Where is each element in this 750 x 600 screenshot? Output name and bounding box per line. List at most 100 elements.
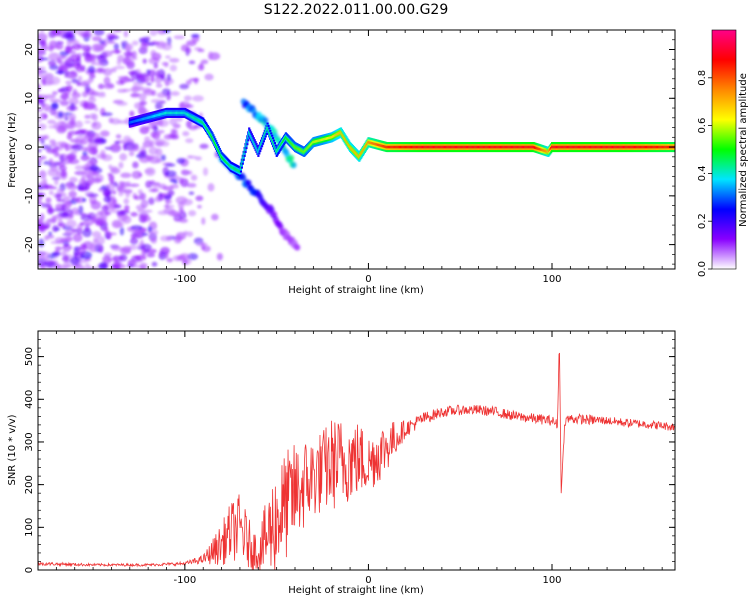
snr-y-tick-label: 200 <box>24 475 35 494</box>
noise-blob <box>128 151 135 157</box>
noise-blob <box>74 139 84 145</box>
noise-blob <box>190 174 198 181</box>
noise-blob <box>144 168 154 174</box>
snr-plot-area <box>38 331 675 570</box>
noise-blob <box>148 155 161 164</box>
noise-blob <box>38 156 43 164</box>
noise-blob <box>82 228 92 238</box>
noise-blob <box>104 211 112 216</box>
noise-blob <box>114 140 121 145</box>
noise-blob <box>109 175 115 185</box>
noise-blob <box>148 146 159 155</box>
noise-blob <box>66 219 77 229</box>
spectrogram-y-tick-label: 0 <box>24 144 35 150</box>
noise-blob <box>186 155 193 159</box>
noise-blob <box>207 51 214 61</box>
snr-y-tick-label: 300 <box>24 432 35 451</box>
noise-blob <box>170 135 179 140</box>
noise-blob <box>77 246 86 256</box>
noise-blob <box>178 207 184 213</box>
noise-blob <box>173 35 185 40</box>
noise-blob <box>150 188 159 193</box>
noise-blob <box>82 79 92 86</box>
noise-blob <box>39 251 51 258</box>
noise-blob <box>169 184 179 189</box>
noise-blob <box>117 88 127 93</box>
noise-blob <box>164 250 169 259</box>
noise-blob <box>104 226 109 234</box>
noise-blob <box>160 154 166 162</box>
noise-blob <box>188 60 196 65</box>
noise-blob <box>38 201 44 205</box>
noise-blob <box>123 198 130 205</box>
noise-blob <box>123 30 129 38</box>
noise-blob <box>91 36 102 42</box>
noise-blob <box>89 73 96 79</box>
noise-blob <box>118 161 124 169</box>
noise-blob <box>117 120 127 124</box>
noise-blob <box>82 150 88 157</box>
noise-blob <box>132 161 139 169</box>
noise-blob <box>141 247 147 257</box>
noise-blob <box>147 226 153 232</box>
noise-blob <box>113 221 124 228</box>
noise-blob <box>125 181 132 188</box>
noise-blob <box>140 74 150 84</box>
noise-blob <box>60 169 67 178</box>
noise-blob <box>80 154 90 161</box>
noise-blob <box>105 258 116 262</box>
noise-blob <box>56 170 61 178</box>
noise-blob <box>148 197 155 205</box>
noise-blob <box>87 137 93 143</box>
noise-blob <box>137 208 145 213</box>
noise-blob <box>49 99 62 103</box>
noise-blob <box>154 76 162 84</box>
noise-blob <box>54 246 63 251</box>
snr-x-tick-label: -100 <box>174 575 197 586</box>
noise-blob <box>78 178 86 187</box>
noise-blob <box>165 170 177 178</box>
noise-blob <box>44 260 56 267</box>
noise-blob <box>110 67 117 73</box>
noise-blob <box>66 133 73 140</box>
noise-blob <box>156 92 167 99</box>
noise-blob <box>84 84 91 93</box>
noise-blob <box>150 49 157 57</box>
noise-blob <box>103 38 109 47</box>
noise-blob <box>57 59 64 65</box>
noise-blob <box>97 83 105 90</box>
noise-blob <box>71 228 78 232</box>
noise-blob <box>112 30 122 33</box>
noise-blob <box>51 30 62 37</box>
noise-blob <box>56 125 67 134</box>
noise-blob <box>92 113 98 121</box>
noise-blob <box>146 248 157 254</box>
noise-blob <box>127 58 135 67</box>
noise-blob <box>130 212 138 217</box>
spectrogram-y-tick-label: -20 <box>24 236 35 252</box>
noise-blob <box>169 64 178 72</box>
noise-blob <box>108 164 113 170</box>
noise-blob <box>41 144 52 150</box>
noise-blob <box>154 196 162 203</box>
noise-blob <box>134 102 143 110</box>
noise-blob <box>131 50 137 59</box>
noise-blob <box>61 203 66 211</box>
noise-blob <box>117 54 125 62</box>
noise-blob <box>38 118 42 123</box>
noise-blob <box>101 204 109 212</box>
noise-blob <box>131 170 142 180</box>
noise-blob <box>129 237 139 245</box>
noise-blob <box>118 180 125 186</box>
spectrogram-x-tick-label: 100 <box>542 274 561 285</box>
spectrogram-y-axis-label: Frequency (Hz) <box>7 112 18 188</box>
noise-blob <box>38 98 45 105</box>
snr-y-tick-label: 500 <box>24 347 35 366</box>
noise-blob <box>147 69 157 77</box>
noise-blob <box>160 235 170 242</box>
noise-blob <box>111 143 121 151</box>
noise-blob <box>106 33 117 40</box>
noise-blob <box>159 100 166 105</box>
noise-blob <box>92 91 100 97</box>
noise-blob <box>68 212 74 219</box>
